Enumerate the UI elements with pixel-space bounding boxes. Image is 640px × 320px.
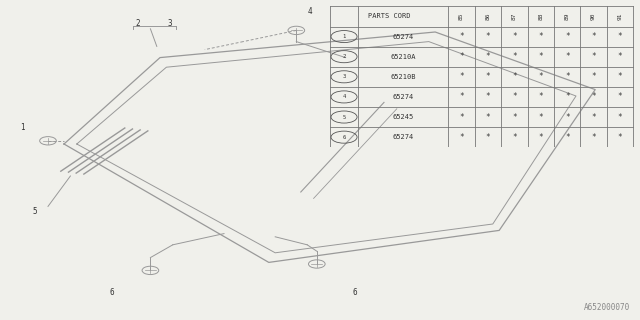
Text: *: * <box>459 113 464 122</box>
Text: 85: 85 <box>459 13 464 20</box>
Text: 90: 90 <box>591 13 596 20</box>
Text: *: * <box>486 32 490 41</box>
Text: *: * <box>538 32 543 41</box>
Text: *: * <box>538 133 543 142</box>
Text: 1: 1 <box>342 34 346 39</box>
Text: 65210B: 65210B <box>390 74 416 80</box>
Text: 91: 91 <box>618 13 623 20</box>
Text: 65274: 65274 <box>393 34 414 40</box>
Text: *: * <box>486 72 490 81</box>
Text: *: * <box>591 72 596 81</box>
Text: PARTS CORD: PARTS CORD <box>367 13 410 20</box>
Text: *: * <box>591 113 596 122</box>
Text: 5: 5 <box>342 115 346 120</box>
Text: 3: 3 <box>342 74 346 79</box>
Text: *: * <box>538 52 543 61</box>
Text: *: * <box>459 32 464 41</box>
Text: A652000070: A652000070 <box>584 303 630 312</box>
Text: *: * <box>565 32 570 41</box>
Text: 6: 6 <box>353 288 358 297</box>
Text: 4: 4 <box>342 94 346 100</box>
Text: *: * <box>538 72 543 81</box>
Text: 3: 3 <box>167 20 172 28</box>
Text: 87: 87 <box>512 13 516 20</box>
Text: *: * <box>591 32 596 41</box>
Text: *: * <box>565 92 570 101</box>
Text: *: * <box>618 72 622 81</box>
Text: *: * <box>512 92 516 101</box>
Text: *: * <box>565 113 570 122</box>
Text: *: * <box>538 113 543 122</box>
Text: 89: 89 <box>564 13 570 20</box>
Text: 5: 5 <box>33 207 38 216</box>
Text: 6: 6 <box>109 288 115 297</box>
Text: 6: 6 <box>342 135 346 140</box>
Text: *: * <box>459 92 464 101</box>
Text: 65210A: 65210A <box>390 54 416 60</box>
Text: *: * <box>459 72 464 81</box>
Text: *: * <box>618 32 622 41</box>
Text: 2: 2 <box>135 20 140 28</box>
Text: *: * <box>486 92 490 101</box>
Text: 2: 2 <box>342 54 346 59</box>
Text: *: * <box>591 92 596 101</box>
Text: *: * <box>486 113 490 122</box>
Text: *: * <box>459 52 464 61</box>
Text: 1: 1 <box>20 124 25 132</box>
Text: 65274: 65274 <box>393 134 414 140</box>
Text: *: * <box>459 133 464 142</box>
Text: *: * <box>538 92 543 101</box>
Text: *: * <box>591 52 596 61</box>
Text: *: * <box>565 133 570 142</box>
Text: *: * <box>512 52 516 61</box>
Text: *: * <box>512 133 516 142</box>
Text: 4: 4 <box>308 7 313 16</box>
Text: *: * <box>486 52 490 61</box>
Text: *: * <box>486 133 490 142</box>
Text: *: * <box>565 52 570 61</box>
Text: *: * <box>512 72 516 81</box>
Text: *: * <box>618 92 622 101</box>
Text: *: * <box>618 133 622 142</box>
Text: 88: 88 <box>538 13 543 20</box>
Text: *: * <box>565 72 570 81</box>
Text: *: * <box>618 113 622 122</box>
Text: 65274: 65274 <box>393 94 414 100</box>
Text: 86: 86 <box>485 13 490 20</box>
Text: *: * <box>591 133 596 142</box>
Text: *: * <box>512 32 516 41</box>
Text: *: * <box>512 113 516 122</box>
Text: *: * <box>618 52 622 61</box>
Text: 65245: 65245 <box>393 114 414 120</box>
